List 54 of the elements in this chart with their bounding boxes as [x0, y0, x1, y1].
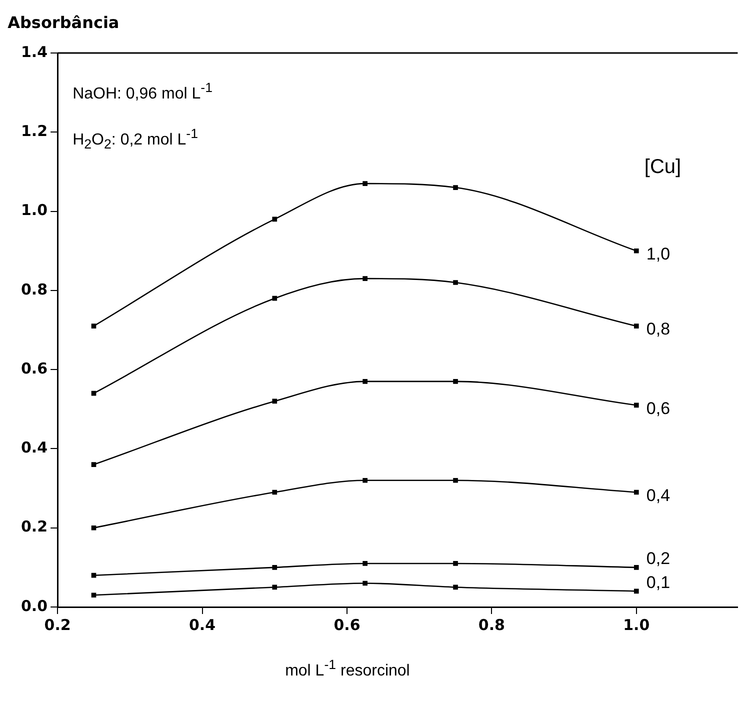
point — [362, 181, 368, 186]
y-tick-label: 0.4 — [20, 438, 48, 457]
point — [453, 379, 458, 384]
y-tick-label: 1.4 — [20, 42, 48, 61]
point — [453, 584, 458, 590]
point — [362, 379, 368, 384]
point — [362, 561, 368, 566]
point — [362, 478, 368, 483]
point — [272, 296, 278, 301]
point — [91, 390, 96, 396]
series-label: 0,4 — [646, 486, 670, 505]
point — [453, 185, 458, 190]
annotation: H$_{2}$O$_{2}$: 0,2 mol L$^{-1}$ — [72, 125, 199, 154]
point — [272, 216, 278, 222]
y-tick-label: 1.2 — [20, 122, 48, 140]
series-label: 1,0 — [646, 244, 670, 264]
point — [362, 580, 368, 586]
point — [91, 572, 96, 578]
x-tick-label: 0.4 — [188, 616, 216, 634]
point — [362, 276, 368, 281]
series-label: 0,2 — [646, 549, 670, 568]
point — [634, 248, 639, 254]
y-axis-title: Absorbância — [8, 13, 120, 32]
x-tick-label: 0.8 — [478, 616, 505, 634]
point — [453, 280, 458, 285]
y-tick-label: 0.8 — [20, 280, 48, 298]
point — [634, 565, 639, 570]
point — [91, 525, 96, 530]
point — [91, 462, 96, 467]
y-tick-label: 1.0 — [20, 201, 48, 220]
point — [453, 478, 458, 483]
y-tick-label: 0.2 — [20, 518, 48, 536]
point — [272, 565, 278, 570]
point — [272, 398, 278, 404]
point — [272, 584, 278, 590]
point — [634, 402, 639, 408]
series-label: 0,8 — [646, 320, 670, 339]
x-tick-label: 0.2 — [44, 616, 71, 634]
series-label: 0,1 — [646, 572, 670, 592]
point — [634, 324, 639, 328]
y-tick-label: 0.6 — [20, 359, 48, 378]
annotation: NaOH: 0,96 mol L$^{-1}$ — [72, 79, 212, 104]
point — [272, 490, 278, 495]
legend-title: [Cu] — [644, 156, 682, 179]
point — [453, 561, 458, 566]
series-label: 0,6 — [646, 398, 670, 418]
point — [91, 324, 96, 328]
point — [634, 588, 639, 594]
y-tick-label: 0.0 — [20, 596, 48, 615]
point — [91, 592, 96, 598]
x-tick-label: 1.0 — [623, 616, 650, 634]
x-tick-label: 0.6 — [334, 616, 360, 634]
point — [634, 490, 639, 495]
x-axis-title: mol L$^{-1}$ resorcinol — [285, 657, 410, 680]
